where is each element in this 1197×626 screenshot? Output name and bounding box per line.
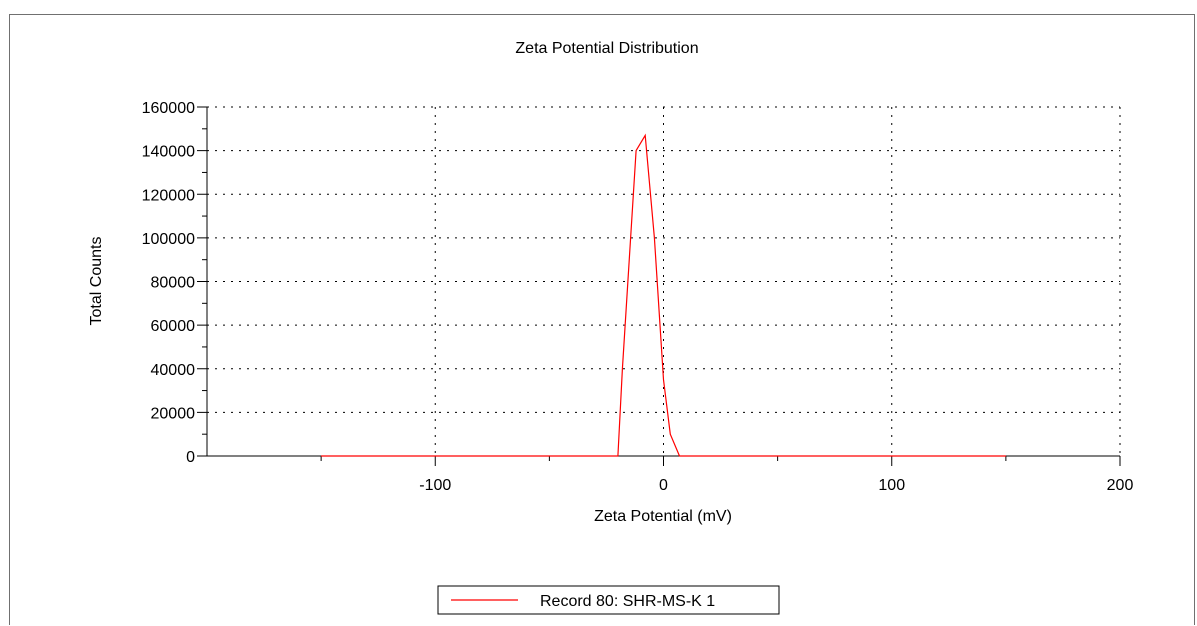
y-tick-label: 80000 [151,275,196,292]
x-axis-label: Zeta Potential (mV) [594,508,732,525]
x-tick-label: -100 [419,477,451,494]
y-tick-label: 100000 [142,231,195,248]
legend-item-record-80: Record 80: SHR-MS-K 1 [540,593,715,610]
y-tick-label: 0 [186,449,195,466]
grid-lines [207,106,1121,456]
chart-frame: Zeta Potential Distribution -100 0 100 200 … [9,14,1195,625]
y-tick-label: 60000 [151,318,196,335]
x-tick-label: 100 [878,477,905,494]
x-tick-label: 0 [659,477,668,494]
x-tick-labels: -100 0 100 200 [419,477,1133,494]
y-tick-label: 140000 [142,144,195,161]
series-line-record-80 [321,133,1006,457]
y-tick-label: 160000 [142,100,195,117]
chart-canvas: Zeta Potential Distribution -100 0 100 200 … [88,40,1133,615]
y-tick-label: 120000 [142,187,195,204]
y-tick-label: 40000 [151,362,196,379]
y-tick-labels: 0 20000 40000 60000 80000 100000 120000 140000 1… [142,100,195,466]
x-tick-label: 200 [1107,477,1134,494]
axis-ticks [197,106,1121,466]
legend: Record 80: SHR-MS-K 1 [437,585,780,615]
chart-title: Zeta Potential Distribution [515,40,698,57]
y-axis-label: Total Counts [88,237,105,326]
y-tick-label: 20000 [151,405,196,422]
